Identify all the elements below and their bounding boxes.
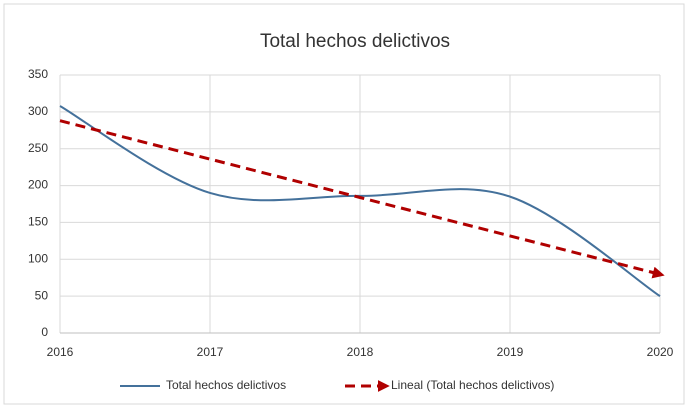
y-tick-label: 0: [41, 325, 48, 339]
series-line: [59, 119, 665, 279]
x-tick-label: 2018: [347, 345, 374, 359]
series-line: [59, 105, 661, 297]
y-tick-label: 100: [28, 251, 48, 265]
y-tick-label: 300: [28, 104, 48, 118]
chart-border: [3, 3, 685, 405]
x-tick-label: 2017: [197, 345, 224, 359]
y-tick-label: 50: [35, 288, 49, 302]
y-tick-label: 200: [28, 178, 48, 192]
y-tick-label: 350: [28, 67, 48, 81]
chart-title: Total hechos delictivos: [260, 31, 450, 52]
legend-label: Lineal (Total hechos delictivos): [391, 378, 554, 392]
y-tick-label: 150: [28, 215, 48, 229]
x-tick-label: 2016: [47, 345, 74, 359]
y-tick-label: 250: [28, 141, 48, 155]
legend-label: Total hechos delictivos: [166, 378, 286, 392]
x-tick-label: 2019: [497, 345, 524, 359]
x-tick-label: 2020: [647, 345, 674, 359]
